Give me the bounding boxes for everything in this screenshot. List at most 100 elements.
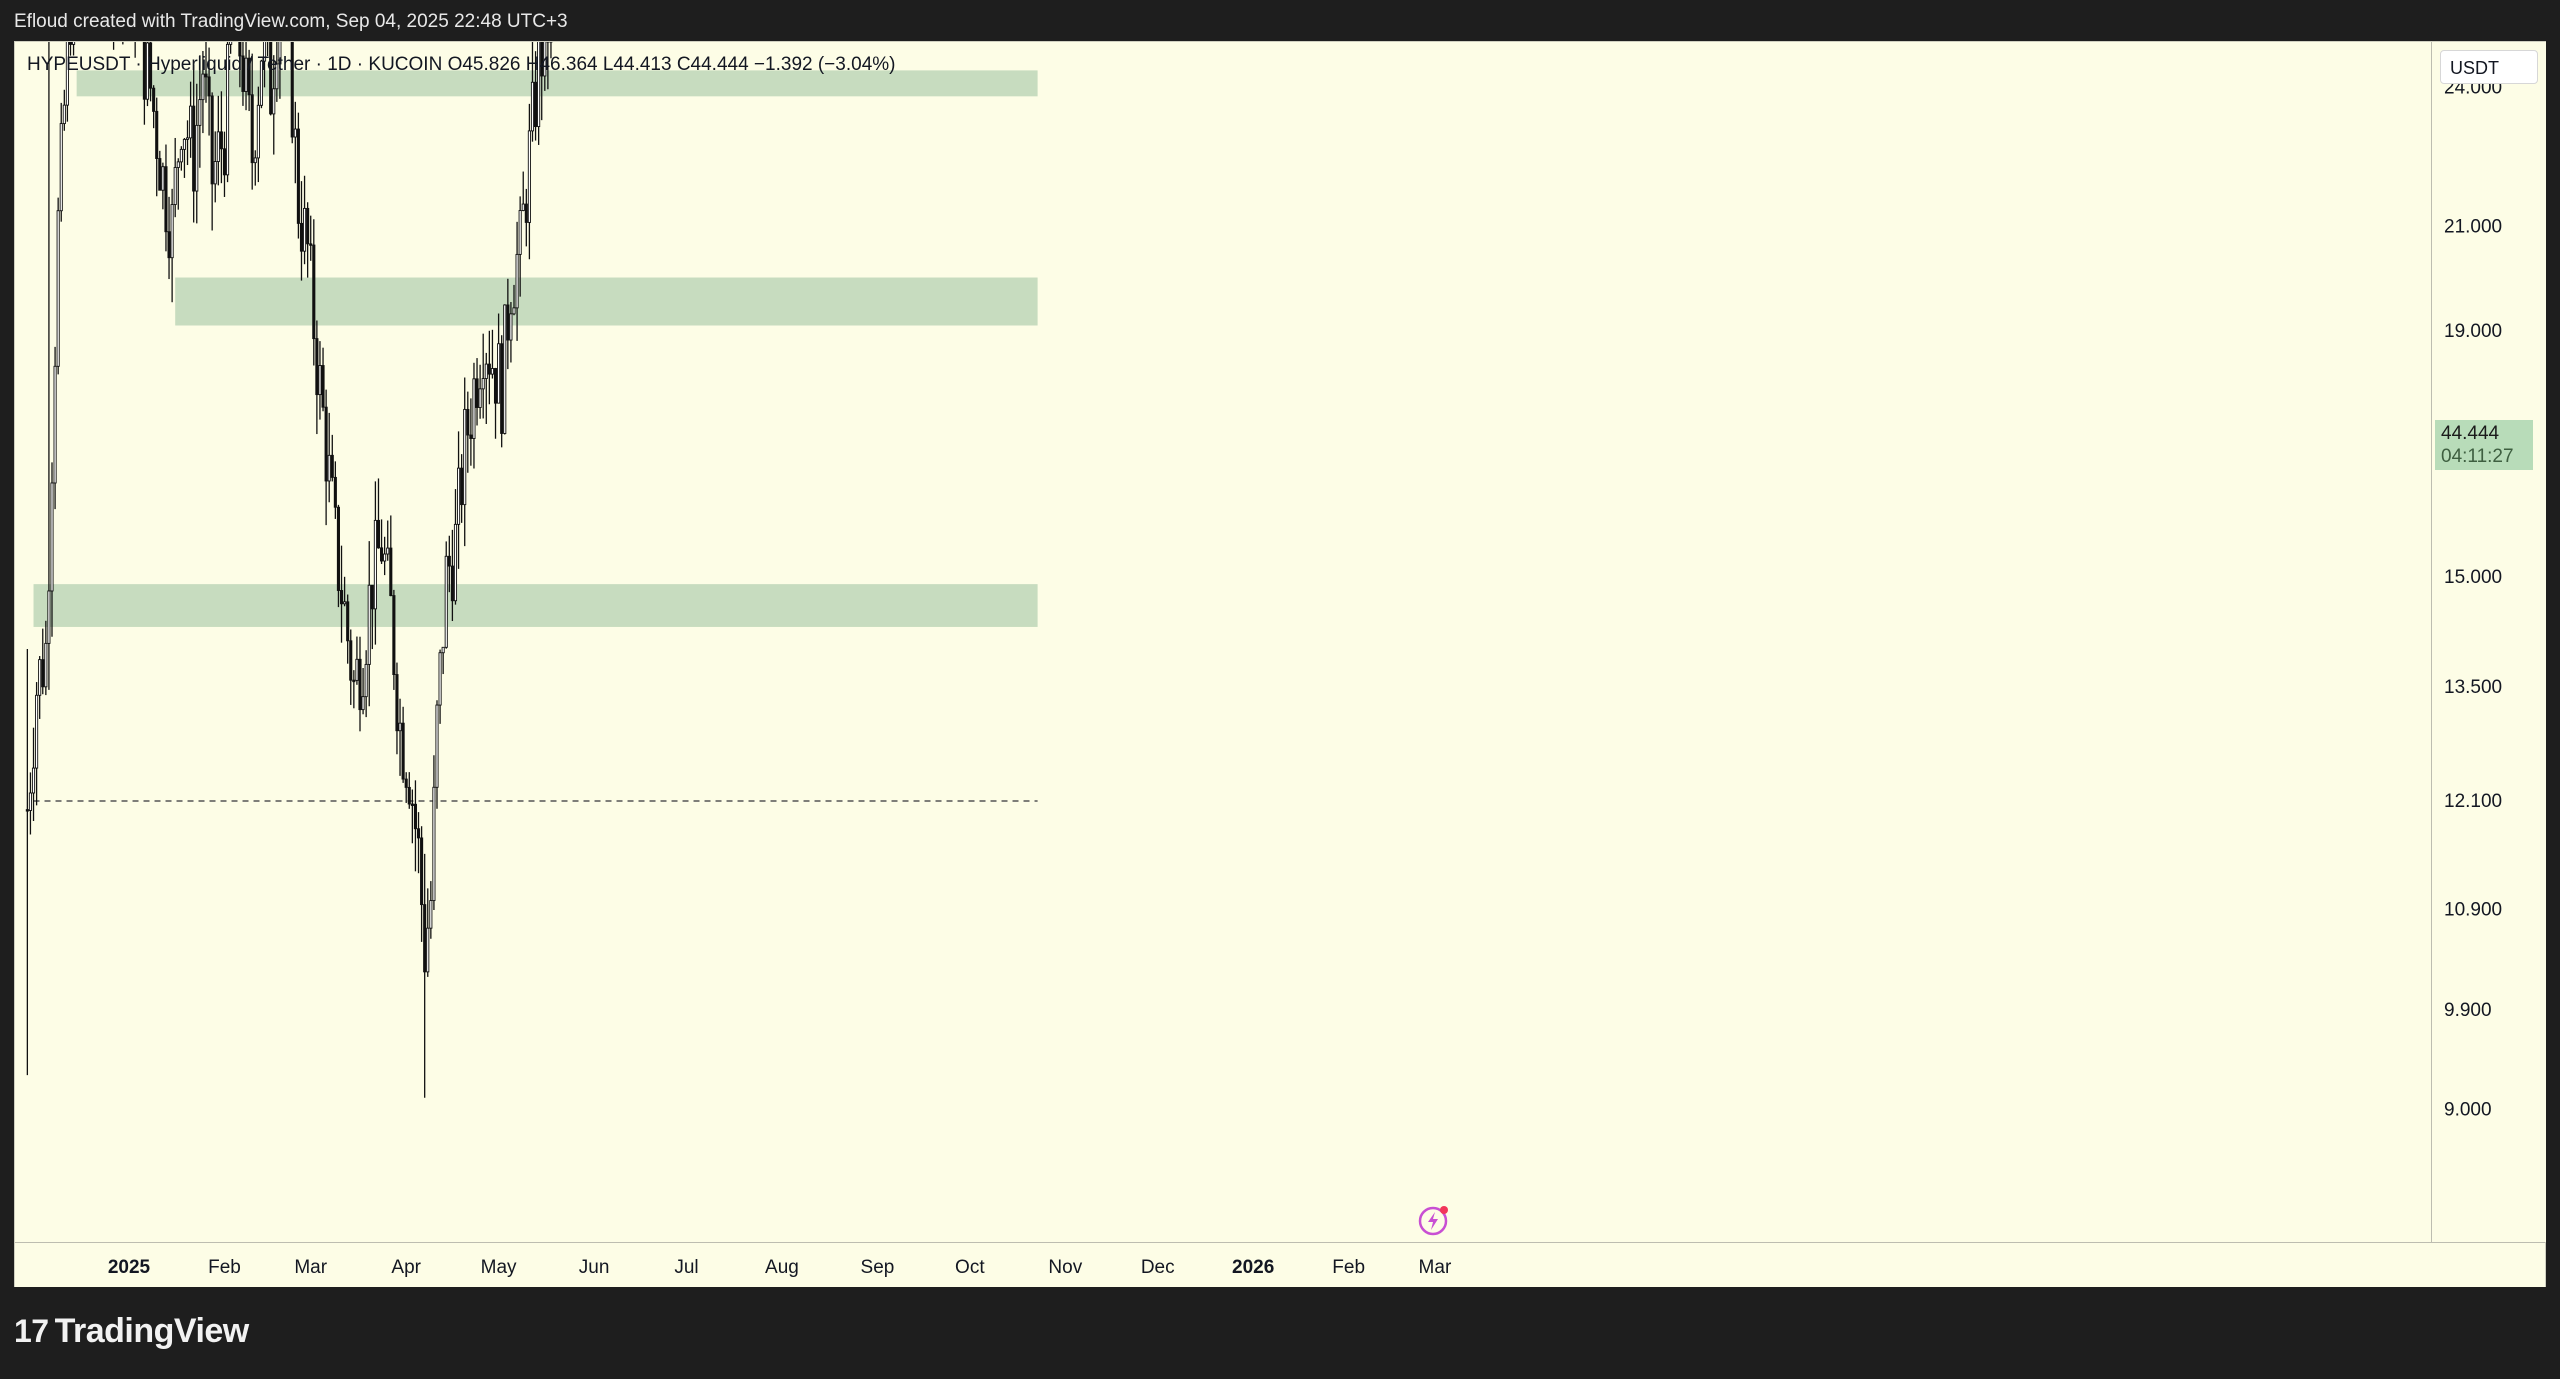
candle-body <box>423 904 427 973</box>
candle-body <box>158 158 162 191</box>
price-tick-label: 21.000 <box>2444 217 2502 238</box>
candle-body <box>296 128 300 224</box>
candle-body <box>392 595 396 676</box>
candle-body <box>373 519 377 610</box>
tradingview-brand: 17 TradingView <box>14 1312 249 1351</box>
candle-body <box>432 786 436 902</box>
time-tick-label: Sep <box>861 1257 895 1278</box>
candle-body <box>515 253 519 309</box>
candle-body <box>401 722 405 780</box>
candle-body <box>318 365 322 396</box>
price-tick-label: 9.900 <box>2444 1000 2492 1021</box>
candle-body <box>484 363 488 379</box>
candle-body <box>25 809 29 812</box>
candle-body <box>407 786 411 805</box>
price-chart[interactable] <box>15 0 2431 1242</box>
candle-body <box>398 722 402 732</box>
currency-button[interactable]: USDT <box>2440 50 2538 84</box>
time-axis[interactable]: 2025 Feb Mar Apr May Jun Jul Aug Sep Oct Nov Dec 202… <box>15 1242 2545 1287</box>
bar-countdown: 04:11:27 <box>2441 446 2514 467</box>
candle-body <box>38 659 42 696</box>
candle-body <box>161 166 165 191</box>
candle-body <box>53 365 57 484</box>
candle-body <box>460 467 464 506</box>
candle-body <box>521 203 525 211</box>
candle-body <box>275 63 279 90</box>
candle-body <box>256 104 260 159</box>
candle-body <box>170 204 174 259</box>
time-axis-labels: 2025 Feb Mar Apr May Jun Jul Aug Sep Oct Nov Dec 202… <box>108 1257 1452 1278</box>
candle-body <box>530 81 535 132</box>
candle-body <box>355 658 359 681</box>
candle-body <box>463 408 467 506</box>
candle-body <box>466 408 470 436</box>
attribution-bar: Efloud created with TradingView.com, Sep… <box>0 0 2560 42</box>
last-price-value: 44.444 <box>2441 423 2500 444</box>
time-tick-label: Feb <box>1332 1257 1365 1278</box>
candle-body <box>44 642 48 688</box>
candle-body <box>497 343 501 404</box>
candle-body <box>457 467 461 525</box>
candle-body <box>306 207 310 245</box>
candle-body <box>241 55 245 92</box>
price-axis-labels: 84.00076.00068.00060.50053.00047.00041.0… <box>2444 78 2502 1121</box>
candle-body <box>68 31 73 45</box>
candle-body <box>404 778 408 788</box>
candle-body <box>213 161 217 185</box>
candle-body <box>272 88 276 115</box>
candle-body <box>416 828 421 839</box>
candle-body <box>324 406 328 482</box>
attribution-text: Efloud created with TradingView.com, Sep… <box>14 11 568 32</box>
candle-body <box>346 601 350 642</box>
candle-body <box>210 95 214 185</box>
candle-body <box>72 0 76 45</box>
candle-body <box>441 646 445 654</box>
green-zone <box>175 277 1038 326</box>
green-zone <box>33 584 1038 627</box>
candle-body <box>506 304 510 341</box>
candle-body <box>253 157 257 164</box>
time-tick-label: Jul <box>674 1257 698 1278</box>
time-tick-label: Jun <box>579 1257 610 1278</box>
candle-body <box>201 73 205 101</box>
price-tick-label: 10.900 <box>2444 900 2502 921</box>
time-tick-label: 2025 <box>108 1257 151 1278</box>
candle-body <box>226 43 230 176</box>
candle-body <box>447 555 451 567</box>
price-tick-label: 12.100 <box>2444 791 2502 812</box>
candle-body <box>426 927 430 973</box>
candle-body <box>500 343 504 434</box>
candle-body <box>438 652 442 706</box>
candle-body <box>429 900 433 929</box>
price-tick-label: 13.500 <box>2444 677 2502 698</box>
candle-body <box>481 378 485 390</box>
candle-body <box>204 73 208 78</box>
candle-body <box>179 148 183 163</box>
chart-pane[interactable]: HYPEUSDT · Hyperliquid / Tether · 1D · K… <box>15 0 2431 1242</box>
time-tick-label: Aug <box>765 1257 799 1278</box>
lightning-icon[interactable] <box>1417 1203 1451 1237</box>
time-tick-label: Mar <box>294 1257 327 1278</box>
candle-body <box>185 137 190 140</box>
candle-body <box>41 659 45 688</box>
last-price-tag: 44.444 04:11:27 <box>2435 420 2533 470</box>
candle-body <box>167 231 171 259</box>
time-tick-label: Feb <box>208 1257 241 1278</box>
candle-body <box>380 547 384 562</box>
candle-body <box>472 378 476 439</box>
candle-body <box>527 130 531 223</box>
candle-body <box>50 482 54 592</box>
candle-body <box>56 210 60 367</box>
candle-body <box>358 658 362 711</box>
candle-body <box>343 601 347 605</box>
candle-body <box>244 57 248 92</box>
time-tick-label: Apr <box>391 1257 421 1278</box>
candle-body <box>475 378 479 408</box>
candle-body <box>31 767 36 794</box>
candle-body <box>207 76 211 97</box>
candle-body <box>321 365 325 408</box>
candle-body <box>173 167 177 206</box>
candle-body <box>195 124 199 192</box>
price-axis[interactable]: 84.00076.00068.00060.50053.00047.00041.0… <box>2431 42 2546 1242</box>
candle-body <box>155 110 159 159</box>
